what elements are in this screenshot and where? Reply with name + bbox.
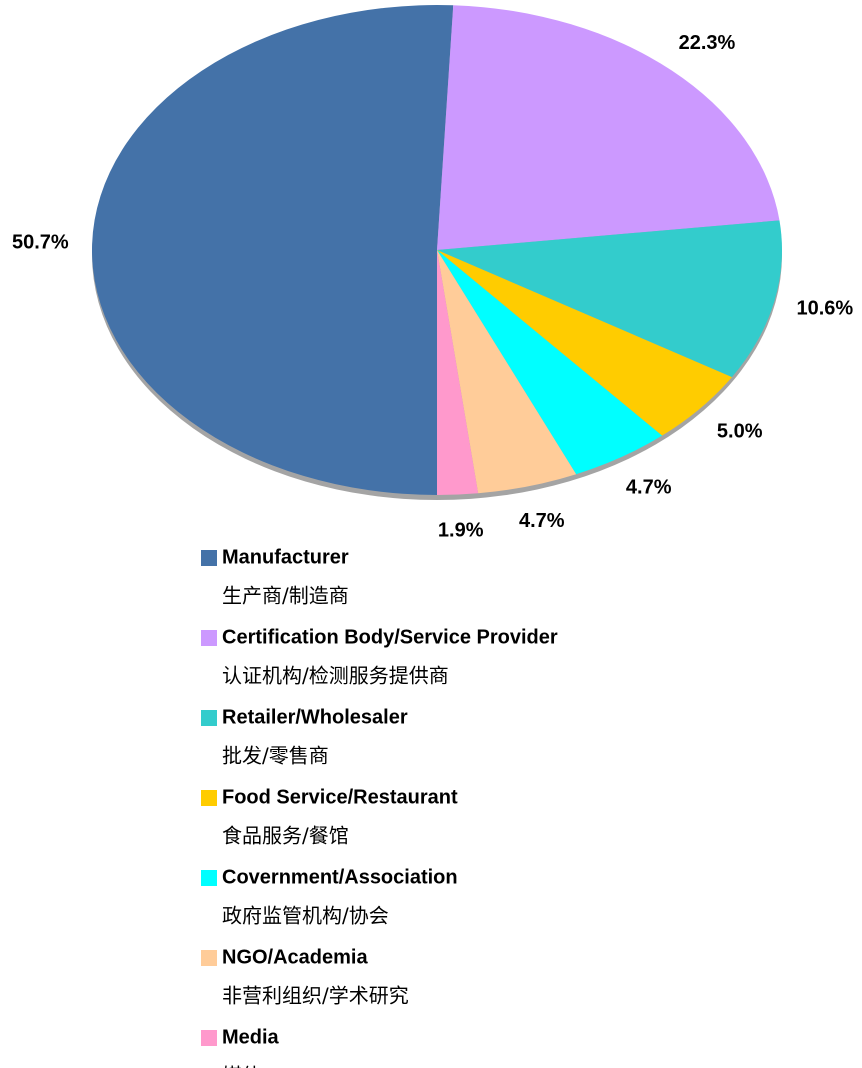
legend-label-zh: 非营利组织/学术研究 [222, 984, 409, 1008]
legend-label: Manufacturer [222, 546, 349, 568]
value-label: 50.7% [12, 232, 69, 254]
legend-label-zh: 批发/零售商 [222, 744, 329, 768]
legend-swatch [201, 710, 217, 726]
legend-label-zh: 媒体 [222, 1064, 262, 1068]
legend-swatch [201, 790, 217, 806]
value-label: 4.7% [626, 477, 672, 499]
legend-label: NGO/Academia [222, 946, 368, 968]
legend-swatch [201, 1030, 217, 1046]
legend-label: Food Service/Restaurant [222, 786, 458, 808]
value-label: 1.9% [438, 520, 484, 542]
value-label: 10.6% [796, 298, 853, 320]
legend-label: Retailer/Wholesaler [222, 706, 408, 728]
pie-slice [437, 250, 577, 494]
legend-label-zh: 认证机构/检测服务提供商 [222, 664, 449, 688]
pie-slice [437, 250, 732, 436]
legend-swatch [201, 550, 217, 566]
pie-slice [437, 250, 663, 475]
legend-swatch [201, 630, 217, 646]
legend-swatch [201, 870, 217, 886]
pie-slice [437, 250, 479, 495]
value-label: 22.3% [679, 32, 736, 54]
value-label: 5.0% [717, 420, 763, 442]
legend-label-zh: 政府监管机构/协会 [222, 904, 389, 928]
legend-label-zh: 食品服务/餐馆 [222, 824, 349, 848]
legend-label: Covernment/Association [222, 866, 458, 888]
legend-swatch [201, 950, 217, 966]
pie-slice [92, 5, 454, 496]
legend-label: Media [222, 1026, 280, 1048]
legend-label-zh: 生产商/制造商 [222, 584, 349, 608]
value-label: 4.7% [519, 510, 565, 532]
pie-slice [437, 220, 783, 378]
legend-label: Certification Body/Service Provider [222, 626, 558, 648]
pie-slice [437, 5, 780, 251]
